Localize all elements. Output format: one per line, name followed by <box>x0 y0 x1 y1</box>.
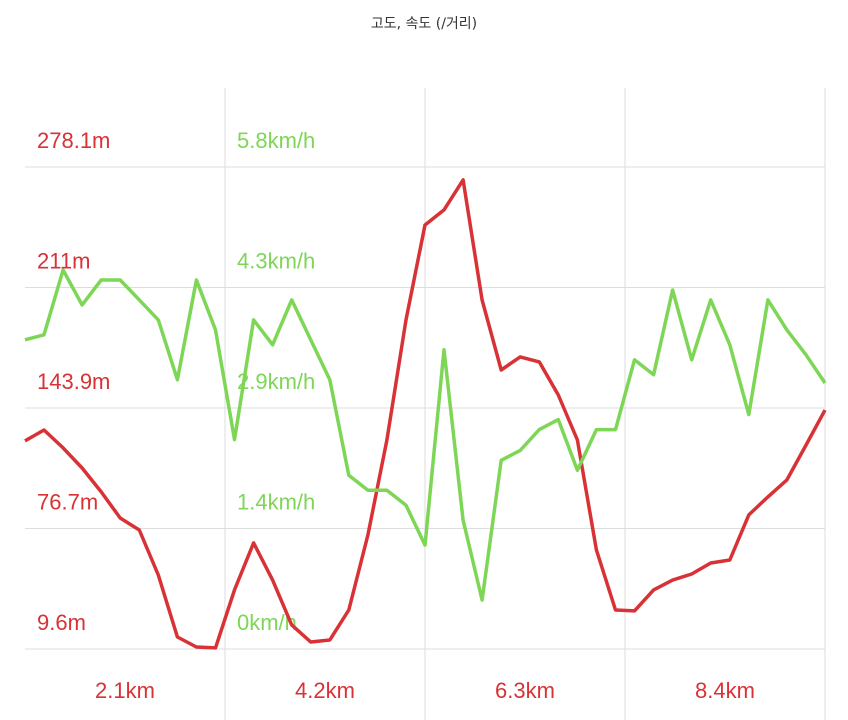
chart-title: 고도, 속도 (/거리) <box>371 16 477 32</box>
y-tick-label: 278.1m <box>37 128 110 153</box>
x-tick-label: 4.2km <box>295 678 355 703</box>
y2-tick-label: 4.3km/h <box>237 248 315 273</box>
y2-tick-label: 2.9km/h <box>237 369 315 394</box>
series-line <box>24 178 827 650</box>
series-line <box>24 268 827 602</box>
y-tick-label: 143.9m <box>37 369 110 394</box>
x-tick-label: 2.1km <box>95 678 155 703</box>
y-tick-label: 9.6m <box>37 610 86 635</box>
y2-tick-label: 1.4km/h <box>237 489 315 514</box>
y-tick-label: 76.7m <box>37 489 98 514</box>
x-tick-label: 8.4km <box>695 678 755 703</box>
x-tick-label: 6.3km <box>495 678 555 703</box>
y2-tick-label: 5.8km/h <box>237 128 315 153</box>
